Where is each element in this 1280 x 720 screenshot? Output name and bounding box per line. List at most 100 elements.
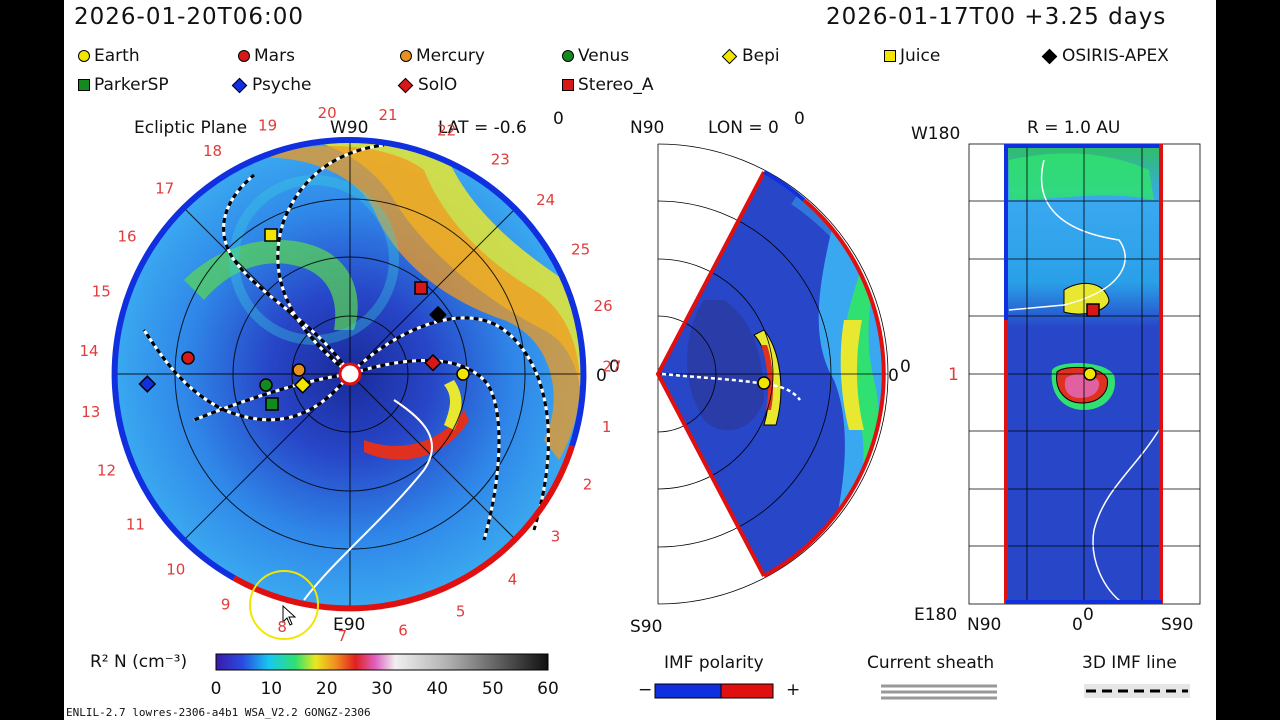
imf-positive-swatch (720, 683, 774, 699)
legend-item-venus: Venus (562, 46, 629, 66)
legend-item-stereo-a: Stereo_A (562, 75, 654, 95)
ecliptic-tick-24: 24 (536, 191, 555, 209)
osiris-apex-marker (429, 305, 447, 324)
colorbar-tick-40: 40 (426, 679, 448, 699)
imf-plus: + (786, 680, 801, 700)
legend-label: Psyche (252, 75, 312, 95)
ecliptic-tick-23: 23 (491, 150, 510, 168)
ecliptic-tick-11: 11 (126, 515, 145, 533)
bepi-marker (293, 376, 312, 394)
ecliptic-tick-14: 14 (79, 342, 98, 360)
ecliptic-zero: 0 (596, 366, 607, 386)
colorbar-tick-0: 0 (211, 679, 222, 699)
ecliptic-tick-1: 1 (602, 418, 612, 436)
map-zero-deg: 0 (1083, 605, 1094, 625)
legend-item-juice: Juice (884, 46, 940, 66)
imf-polarity-label: IMF polarity (664, 653, 764, 673)
map-title: R = 1.0 AU (1027, 118, 1120, 138)
ecliptic-tick-22: 22 (437, 122, 456, 140)
map-one: 1 (948, 365, 959, 385)
map-e180: E180 (914, 605, 957, 625)
map-w180: W180 (911, 124, 960, 144)
legend-item-mars: Mars (238, 46, 295, 66)
ecliptic-tick-4: 4 (508, 571, 518, 589)
legend-item-earth: Earth (78, 46, 140, 66)
current-sheath-swatch (881, 684, 997, 700)
ecliptic-e90: E90 (333, 615, 365, 635)
circle-marker-icon (400, 50, 412, 62)
imf-line-label: 3D IMF line (1082, 653, 1177, 673)
map-s90: S90 (1161, 615, 1193, 635)
ecliptic-tick-3: 3 (551, 528, 561, 546)
legend-label: SolO (418, 75, 458, 95)
ecliptic-tick-2: 2 (583, 476, 593, 494)
ecliptic-tick-10: 10 (166, 561, 185, 579)
legend-label: Juice (900, 46, 941, 66)
square-marker-icon (562, 79, 574, 91)
earth-marker (456, 367, 470, 381)
ecliptic-lat: LAT = -0.6 (438, 118, 527, 138)
ecliptic-tick-12: 12 (97, 462, 116, 480)
ecliptic-title: Ecliptic Plane (134, 118, 247, 138)
colorbar-label: R² N (cm⁻³) (90, 652, 188, 672)
meridional-earth-marker (757, 376, 771, 390)
ecliptic-tick-27: 27 (602, 357, 621, 375)
map-zero: 0 (1072, 615, 1083, 635)
meridional-lon: LON = 0 (708, 118, 779, 138)
ecliptic-tick-20: 20 (318, 104, 337, 122)
circle-marker-icon (78, 50, 90, 62)
colorbar-tick-60: 60 (537, 679, 559, 699)
meridional-zero-deg: 0 (900, 357, 911, 377)
meridional-s90: S90 (630, 617, 662, 637)
plots-canvas: Ecliptic Plane W90 LAT = -0.6 0 0 0 E90 … (79, 104, 1201, 700)
colorbar (215, 653, 549, 671)
legend-label: Stereo_A (578, 75, 654, 95)
model-time: 2026-01-20T06:00 (74, 4, 304, 30)
circle-marker-icon (562, 50, 574, 62)
ecliptic-tick-26: 26 (594, 297, 613, 315)
meridional-lon-deg: 0 (794, 109, 805, 129)
legend-label: Mars (254, 46, 295, 66)
ecliptic-tick-5: 5 (456, 603, 466, 621)
ecliptic-tick-8: 8 (277, 618, 287, 636)
meridional-zero: 0 (888, 366, 899, 386)
legend-label: Bepi (742, 46, 780, 66)
ecliptic-tick-19: 19 (258, 116, 277, 134)
ecliptic-tick-13: 13 (81, 403, 100, 421)
cursor-highlight (249, 570, 319, 640)
ecliptic-tick-labels: 20 21222324252627123456789101112131415161… (79, 104, 621, 645)
ecliptic-tick-16: 16 (117, 228, 136, 246)
ecliptic-tick-9: 9 (221, 596, 231, 614)
ecliptic-tick-17: 17 (155, 180, 174, 198)
colorbar-ticks: 0 10 20 30 40 50 60 (211, 679, 559, 699)
ecliptic-tick-18: 18 (203, 142, 222, 160)
imf-minus: − (638, 680, 653, 700)
legend-item-solo: SolO (397, 75, 458, 95)
juice-marker (264, 228, 278, 242)
map-stereo-a-marker (1086, 303, 1100, 317)
run-time: 2026-01-17T00 +3.25 days (826, 4, 1167, 30)
legend-item-bepi: Bepi (721, 46, 780, 66)
colorbar-tick-30: 30 (371, 679, 393, 699)
legend-item-mercury: Mercury (400, 46, 485, 66)
psyche-marker (138, 375, 157, 393)
ecliptic-lat-deg: 0 (553, 109, 564, 129)
legend-label: OSIRIS-APEX (1062, 46, 1169, 66)
current-sheath-label: Current sheath (867, 653, 995, 673)
ecliptic-tick-21: 21 (378, 106, 397, 124)
legend-label: Mercury (416, 46, 485, 66)
ecliptic-w90: W90 (330, 118, 368, 138)
square-marker-icon (884, 50, 896, 62)
solo-marker (424, 353, 442, 372)
mars-marker (181, 351, 195, 365)
legend-item-osiris-apex: OSIRIS-APEX (1041, 46, 1169, 66)
imf-negative-swatch (654, 683, 722, 699)
square-marker-icon (78, 79, 90, 91)
mercury-marker (292, 363, 306, 377)
stereo-a-marker (414, 281, 428, 295)
ecliptic-tick-25: 25 (571, 241, 590, 259)
mouse-pointer-icon (282, 604, 297, 626)
ecliptic-zero-deg: 0 (609, 357, 620, 377)
legend-label: ParkerSP (94, 75, 169, 95)
legend-item-parkersp: ParkerSP (78, 75, 169, 95)
